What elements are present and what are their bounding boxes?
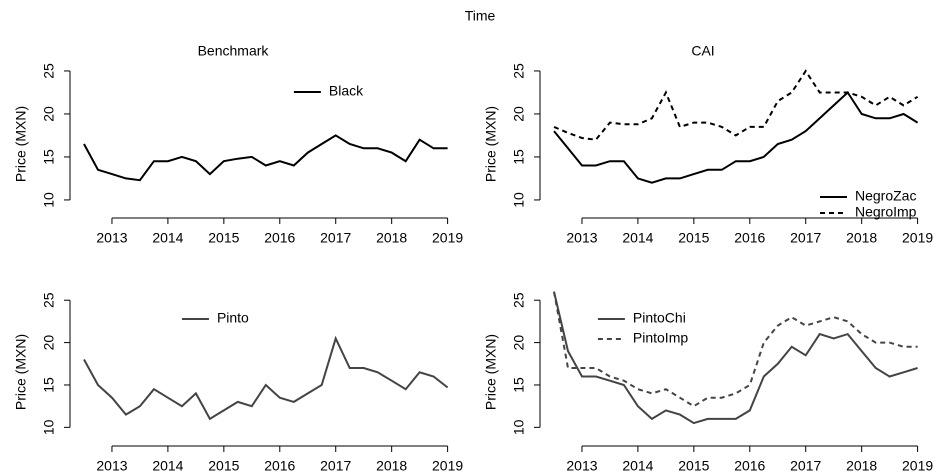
y-tick-label: 25 bbox=[511, 63, 527, 79]
x-tick-label: 2017 bbox=[320, 458, 351, 474]
x-tick-label: 2016 bbox=[264, 230, 295, 246]
data-line bbox=[553, 291, 918, 425]
x-tick-label: 2013 bbox=[566, 230, 597, 246]
y-axis-label: Price (MXN) bbox=[13, 334, 29, 410]
panel-title: CAI bbox=[691, 43, 714, 59]
x-tick-label: 2019 bbox=[902, 230, 933, 246]
y-tick-label: 25 bbox=[41, 63, 57, 79]
x-tick-label: 2015 bbox=[678, 230, 709, 246]
x-tick-label: 2013 bbox=[566, 458, 597, 474]
y-tick-label: 20 bbox=[511, 335, 527, 351]
x-tick-label: 2019 bbox=[432, 458, 463, 474]
y-tick-label: 20 bbox=[41, 106, 57, 122]
figure-title: Time bbox=[465, 8, 496, 24]
data-line bbox=[553, 90, 919, 184]
x-tick-label: 2013 bbox=[96, 458, 127, 474]
x-tick-label: 2013 bbox=[96, 230, 127, 246]
x-tick-label: 2019 bbox=[902, 458, 933, 474]
y-tick-label: 15 bbox=[41, 377, 57, 393]
x-tick-label: 2016 bbox=[734, 458, 765, 474]
legend-label: PintoImp bbox=[633, 330, 688, 346]
y-tick-label: 10 bbox=[511, 419, 527, 435]
x-tick-label: 2014 bbox=[152, 458, 183, 474]
y-tick-label: 20 bbox=[511, 106, 527, 122]
x-tick-label: 2018 bbox=[376, 230, 407, 246]
legend-label: Pinto bbox=[217, 310, 249, 326]
x-tick-label: 2018 bbox=[376, 458, 407, 474]
y-tick-label: 15 bbox=[511, 377, 527, 393]
x-tick-label: 2018 bbox=[846, 458, 877, 474]
x-tick-label: 2015 bbox=[678, 458, 709, 474]
x-tick-label: 2015 bbox=[208, 230, 239, 246]
legend-label: NegroZac bbox=[855, 188, 916, 204]
x-tick-label: 2019 bbox=[432, 230, 463, 246]
y-tick-label: 25 bbox=[511, 292, 527, 308]
y-tick-label: 15 bbox=[41, 149, 57, 165]
legend-label: PintoChi bbox=[633, 310, 686, 326]
y-tick-label: 15 bbox=[511, 149, 527, 165]
data-line bbox=[83, 134, 448, 182]
x-tick-label: 2017 bbox=[320, 230, 351, 246]
y-tick-label: 10 bbox=[511, 192, 527, 208]
legend-label: Black bbox=[329, 83, 364, 99]
panel-title: Benchmark bbox=[198, 43, 270, 59]
x-tick-label: 2015 bbox=[208, 458, 239, 474]
legend-label: NegroImp bbox=[855, 204, 917, 220]
x-tick-label: 2014 bbox=[622, 458, 653, 474]
y-axis-label: Price (MXN) bbox=[483, 106, 499, 182]
x-tick-label: 2018 bbox=[846, 230, 877, 246]
x-tick-label: 2016 bbox=[264, 458, 295, 474]
y-axis-label: Price (MXN) bbox=[13, 106, 29, 182]
x-tick-label: 2017 bbox=[790, 230, 821, 246]
x-tick-label: 2017 bbox=[790, 458, 821, 474]
y-tick-label: 25 bbox=[41, 292, 57, 308]
y-tick-label: 20 bbox=[41, 335, 57, 351]
x-tick-label: 2016 bbox=[734, 230, 765, 246]
y-tick-label: 10 bbox=[41, 419, 57, 435]
x-tick-label: 2014 bbox=[622, 230, 653, 246]
data-line bbox=[553, 69, 919, 141]
x-tick-label: 2014 bbox=[152, 230, 183, 246]
data-line bbox=[83, 335, 449, 421]
y-tick-label: 10 bbox=[41, 192, 57, 208]
data-line bbox=[553, 291, 918, 408]
y-axis-label: Price (MXN) bbox=[483, 334, 499, 410]
